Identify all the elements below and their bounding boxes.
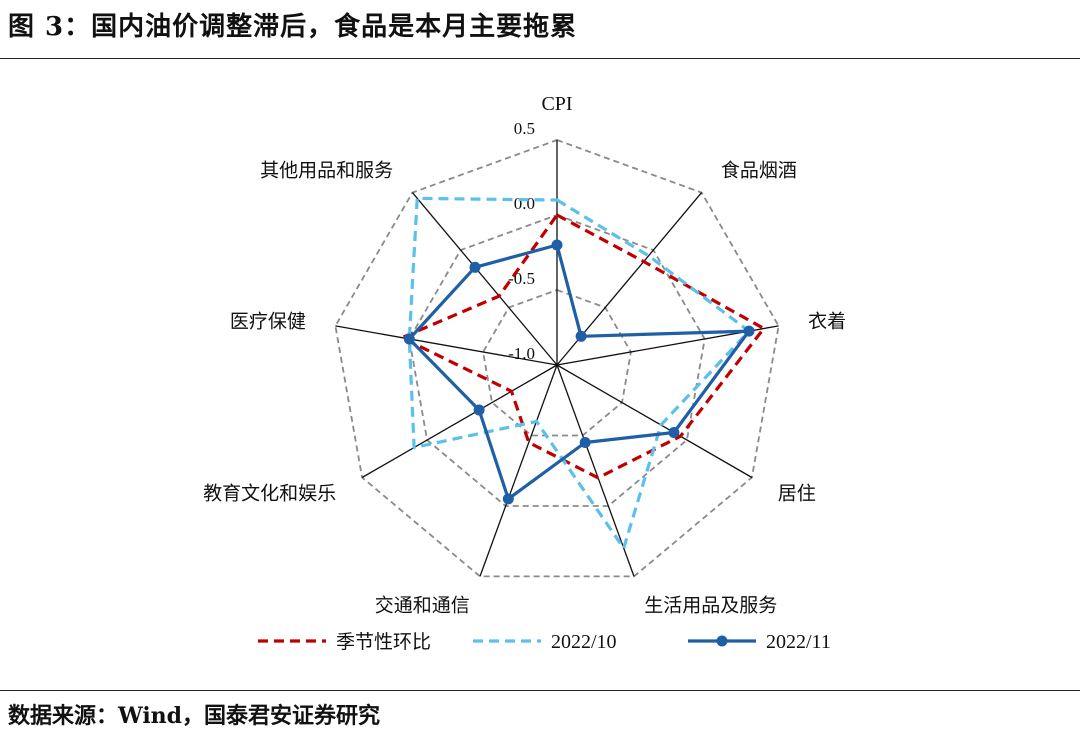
axis-spoke-3 bbox=[556, 364, 753, 479]
series-line bbox=[407, 196, 751, 550]
legend-item: 2022/11 bbox=[688, 631, 831, 653]
legend-label: 2022/11 bbox=[766, 631, 831, 653]
legend-label: 2022/10 bbox=[551, 631, 617, 653]
data-point bbox=[403, 333, 415, 345]
axis-spoke-8 bbox=[411, 192, 558, 366]
source-note: 数据来源：Wind，国泰君安证券研究 bbox=[8, 703, 381, 729]
legend-label: 季节性环比 bbox=[336, 631, 431, 653]
series-1 bbox=[407, 196, 751, 550]
axis-label: 教育文化和娱乐 bbox=[203, 483, 336, 505]
axis-label: 生活用品及服务 bbox=[644, 595, 777, 617]
legend-item: 2022/10 bbox=[473, 631, 617, 653]
tick-label: 0.0 bbox=[514, 194, 535, 213]
axis-spoke-6 bbox=[361, 364, 558, 479]
data-point bbox=[551, 239, 563, 251]
axis-label: CPI bbox=[541, 93, 572, 115]
data-point bbox=[743, 325, 755, 337]
tick-label: -1.0 bbox=[508, 344, 535, 363]
figure-title: 图 3：国内油价调整滞后，食品是本月主要拖累 bbox=[8, 12, 578, 42]
radar-tick-labels: 0.5 0.0 -0.5 -1.0 bbox=[508, 119, 535, 363]
axis-label: 交通和通信 bbox=[375, 595, 470, 617]
top-rule bbox=[0, 58, 1080, 59]
grid-ring-1 bbox=[408, 214, 706, 507]
data-point bbox=[668, 427, 680, 438]
axis-label: 其他用品和服务 bbox=[260, 160, 393, 182]
radar-grid bbox=[334, 139, 780, 578]
axis-label: 居住 bbox=[778, 483, 816, 505]
grid-ring-0 bbox=[334, 139, 780, 578]
data-point bbox=[502, 493, 514, 505]
radar-series bbox=[400, 196, 766, 550]
series-line bbox=[407, 243, 751, 501]
data-point bbox=[575, 330, 587, 342]
axis-label: 医疗保健 bbox=[230, 311, 306, 333]
axis-label: 衣着 bbox=[808, 311, 846, 333]
axis-spoke-7 bbox=[335, 325, 558, 366]
data-point bbox=[473, 404, 485, 416]
legend-item: 季节性环比 bbox=[258, 631, 431, 653]
data-point bbox=[579, 437, 591, 448]
legend-marker bbox=[716, 635, 728, 647]
axis-spoke-5 bbox=[479, 364, 558, 577]
axis-label: 食品烟酒 bbox=[721, 160, 797, 182]
bottom-rule bbox=[0, 690, 1080, 691]
tick-label: -0.5 bbox=[508, 269, 535, 288]
series-2 bbox=[403, 239, 755, 505]
chart-legend: 季节性环比 2022/10 2022/11 bbox=[258, 631, 831, 653]
data-point bbox=[469, 261, 481, 273]
grid-ring-2 bbox=[482, 289, 632, 437]
tick-label: 0.5 bbox=[514, 119, 535, 138]
axis-spoke-4 bbox=[556, 364, 635, 577]
